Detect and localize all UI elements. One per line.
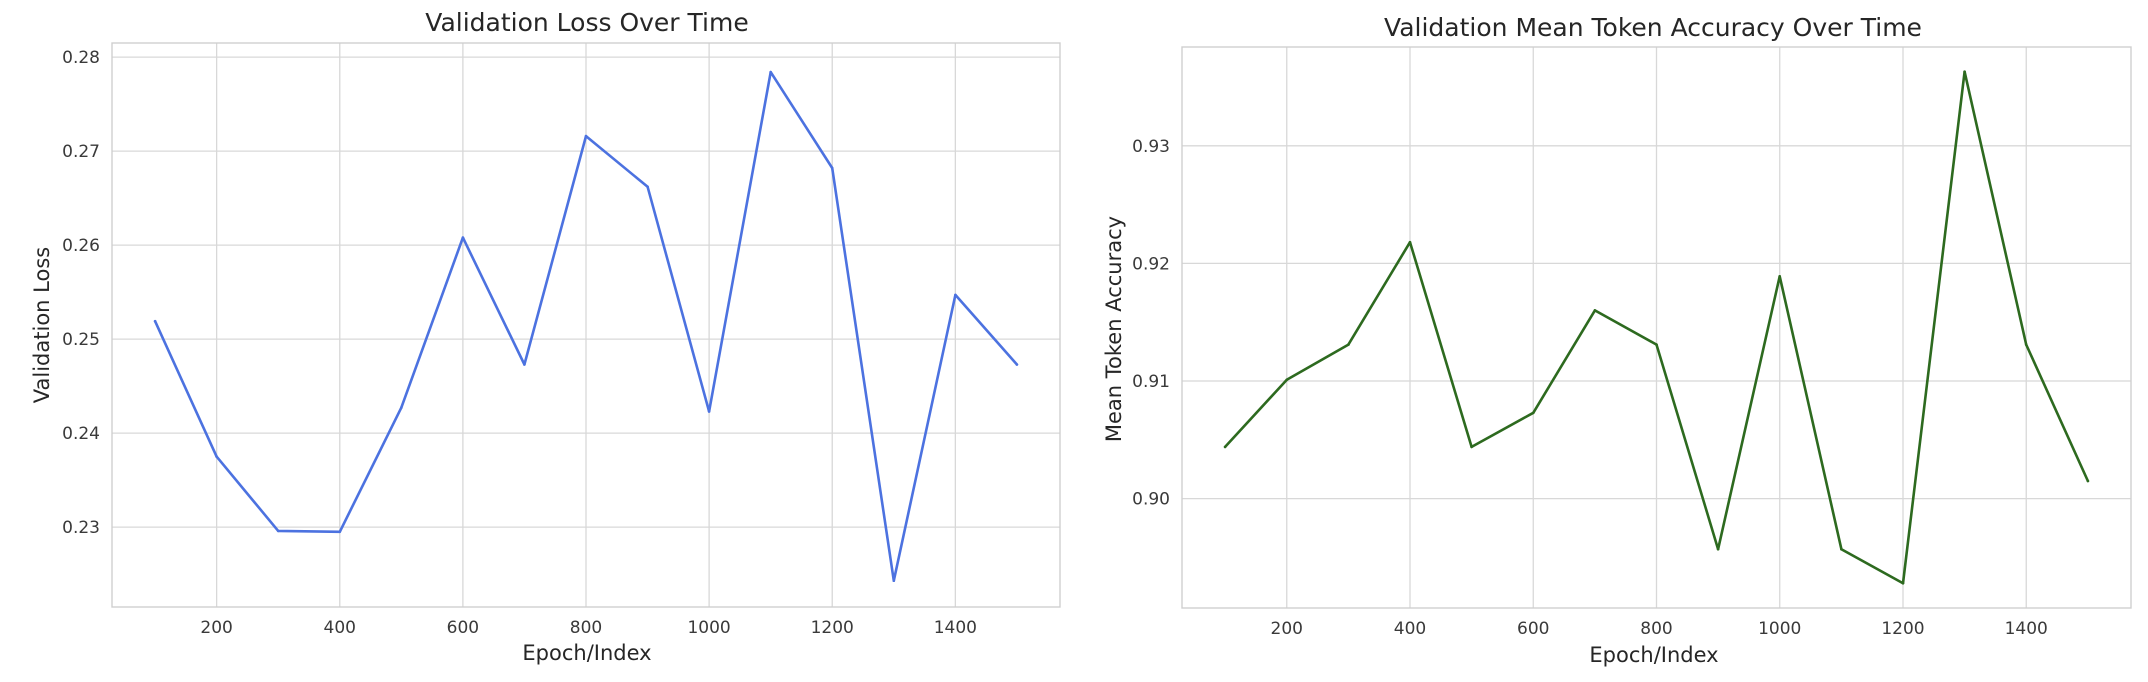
- y-tick-label: 0.93: [1132, 137, 1170, 157]
- data-point: [1716, 547, 1720, 551]
- y-axis-title: Validation Loss: [30, 247, 54, 403]
- chart-title: Validation Mean Token Accuracy Over Time: [1384, 13, 1922, 42]
- x-axis-title: Epoch/Index: [522, 641, 651, 665]
- data-point: [954, 293, 957, 297]
- x-tick-label: 1200: [811, 618, 854, 638]
- x-tick-label: 800: [570, 618, 602, 638]
- data-point: [769, 70, 772, 74]
- data-point: [153, 319, 157, 323]
- data-point: [2086, 479, 2090, 483]
- data-point: [1470, 445, 1473, 449]
- chart-title: Validation Loss Over Time: [425, 8, 748, 37]
- data-point: [276, 529, 280, 533]
- y-tick-label: 0.28: [62, 48, 100, 68]
- data-point: [1532, 411, 1535, 415]
- data-point: [646, 185, 649, 189]
- data-point: [584, 134, 588, 138]
- tick-labels: 200 400 600 800 1000 1200 1400 0.90 0.91 0.92 0.93: [1132, 137, 2048, 639]
- data-point: [1015, 363, 1019, 366]
- y-tick-label: 0.24: [62, 424, 100, 444]
- series-layer: [153, 70, 1019, 583]
- x-tick-label: 600: [447, 618, 479, 638]
- y-axis-title: Mean Token Accuracy: [1102, 216, 1126, 442]
- y-tick-label: 0.91: [1132, 372, 1170, 392]
- y-tick-label: 0.90: [1132, 490, 1170, 510]
- data-point: [1285, 378, 1289, 382]
- data-point: [1408, 240, 1412, 244]
- x-tick-label: 200: [200, 618, 232, 638]
- grid: [112, 43, 1060, 607]
- validation-loss-panel: Validation Loss Over Time 200 400 600 800 10…: [30, 8, 1061, 665]
- plot-area-frame: [1181, 46, 2132, 609]
- data-point: [1963, 70, 1966, 73]
- tick-labels: 200 400 600 800 1000 1200 1400 0.23 0.24 0.25 0.26…: [62, 48, 977, 638]
- y-tick-label: 0.26: [62, 236, 100, 256]
- x-axis-title: Epoch/Index: [1589, 643, 1718, 667]
- x-tick-label: 400: [324, 618, 356, 638]
- y-tick-label: 0.25: [62, 330, 100, 350]
- x-tick-label: 400: [1394, 619, 1426, 639]
- data-point: [461, 236, 465, 239]
- data-point: [1901, 582, 1905, 585]
- data-point: [707, 410, 711, 413]
- mean-token-accuracy-panel: Validation Mean Token Accuracy Over Time…: [1102, 13, 2132, 667]
- grid: [1182, 47, 2131, 608]
- x-tick-label: 1400: [2005, 619, 2048, 639]
- x-tick-label: 200: [1271, 619, 1303, 639]
- x-tick-label: 1400: [934, 618, 977, 638]
- x-tick-label: 1000: [1758, 619, 1801, 639]
- plot-area-frame: [111, 42, 1061, 608]
- data-point: [215, 455, 218, 458]
- data-point: [1223, 445, 1227, 449]
- data-point: [830, 166, 834, 170]
- y-tick-label: 0.23: [62, 518, 100, 538]
- data-point: [1655, 343, 1658, 346]
- data-point: [2024, 343, 2028, 346]
- data-point: [1778, 275, 1781, 278]
- y-tick-label: 0.27: [62, 142, 100, 162]
- x-tick-label: 800: [1640, 619, 1672, 639]
- series-layer: [1223, 70, 2090, 585]
- data-point: [1347, 343, 1350, 346]
- data-point: [1593, 309, 1597, 312]
- x-tick-label: 1200: [1881, 619, 1924, 639]
- data-point: [400, 406, 403, 410]
- data-point: [338, 530, 342, 534]
- x-tick-label: 1000: [687, 618, 730, 638]
- y-tick-label: 0.92: [1132, 254, 1170, 274]
- data-point: [1840, 547, 1843, 551]
- x-tick-label: 600: [1517, 619, 1549, 639]
- data-point: [892, 579, 896, 582]
- data-point: [523, 363, 526, 366]
